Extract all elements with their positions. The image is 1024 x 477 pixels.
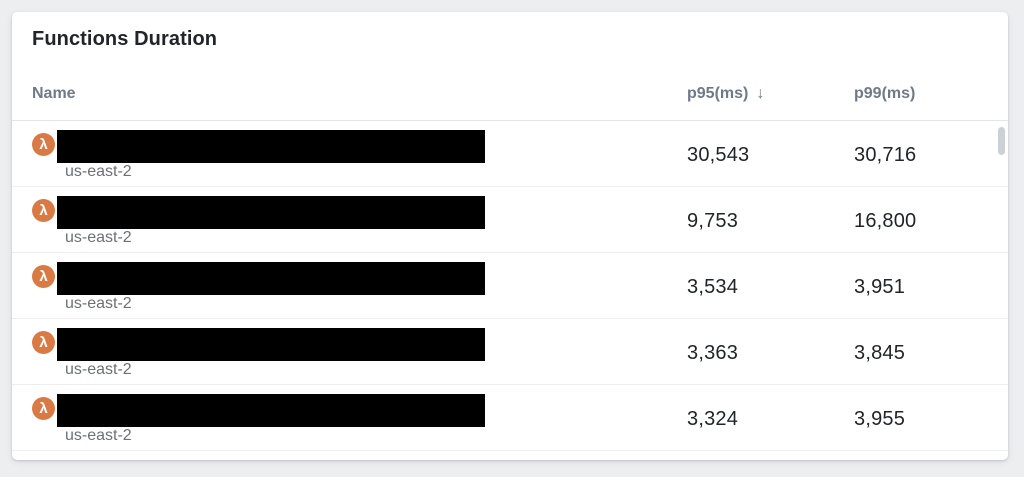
table-row[interactable]: λ us-east-2 30,543 30,716 xyxy=(12,121,1008,187)
redacted-function-name xyxy=(57,328,485,361)
lambda-glyph: λ xyxy=(39,268,48,285)
region-label: us-east-2 xyxy=(65,163,132,180)
column-header-p99-label: p99(ms) xyxy=(854,85,916,102)
table-body: λ us-east-2 30,543 30,716 λ us-east-2 9,… xyxy=(12,121,1008,454)
table-row[interactable]: λ us-east-2 3,363 3,845 xyxy=(12,319,1008,385)
table-row[interactable]: λ us-east-2 9,753 16,800 xyxy=(12,187,1008,253)
lambda-glyph: λ xyxy=(39,334,48,351)
column-header-p99[interactable]: p99(ms) xyxy=(854,85,1008,103)
function-name-cell: λ us-east-2 xyxy=(32,187,687,252)
p99-value: 3,955 xyxy=(854,407,906,430)
p99-value: 16,800 xyxy=(854,209,917,232)
lambda-icon: λ xyxy=(32,199,55,222)
lambda-icon: λ xyxy=(32,331,55,354)
table-row[interactable]: λ us-east-2 3,324 3,955 xyxy=(12,385,1008,451)
lambda-glyph: λ xyxy=(39,400,48,417)
function-name-cell: λ us-east-2 xyxy=(32,253,687,318)
p99-value: 3,845 xyxy=(854,341,906,364)
p95-value: 30,543 xyxy=(687,143,750,166)
p99-value: 30,716 xyxy=(854,143,917,166)
region-label: us-east-2 xyxy=(65,361,132,378)
lambda-glyph: λ xyxy=(39,202,48,219)
redacted-function-name xyxy=(57,130,485,163)
region-label: us-east-2 xyxy=(65,295,132,312)
p99-value: 3,951 xyxy=(854,275,906,298)
column-header-p95-label: p95(ms) xyxy=(687,85,749,102)
lambda-icon: λ xyxy=(32,397,55,420)
sort-desc-arrow-icon[interactable]: ↓ xyxy=(756,85,765,102)
header-divider xyxy=(12,120,1008,121)
column-header-name-label: Name xyxy=(32,85,76,102)
p95-value: 9,753 xyxy=(687,209,739,232)
p95-value: 3,363 xyxy=(687,341,739,364)
redacted-function-name xyxy=(57,394,485,427)
redacted-function-name xyxy=(57,262,485,295)
column-header-name[interactable]: Name xyxy=(32,85,687,103)
lambda-icon: λ xyxy=(32,133,55,156)
region-label: us-east-2 xyxy=(65,427,132,444)
functions-duration-widget: Functions Duration Name p95(ms) ↓ p99(ms… xyxy=(12,12,1008,460)
p95-value: 3,534 xyxy=(687,275,739,298)
function-name-cell: λ us-east-2 xyxy=(32,319,687,384)
column-header-p95[interactable]: p95(ms) ↓ xyxy=(687,85,854,103)
region-label: us-east-2 xyxy=(65,229,132,246)
function-name-cell: λ us-east-2 xyxy=(32,121,687,186)
table-row[interactable]: λ us-east-2 3,534 3,951 xyxy=(12,253,1008,319)
lambda-glyph: λ xyxy=(39,136,48,153)
function-name-cell: λ us-east-2 xyxy=(32,385,687,450)
lambda-icon: λ xyxy=(32,265,55,288)
p95-value: 3,324 xyxy=(687,407,739,430)
widget-title: Functions Duration xyxy=(32,28,218,50)
redacted-function-name xyxy=(57,196,485,229)
vertical-scrollbar-thumb[interactable] xyxy=(998,127,1005,155)
table-header: Name p95(ms) ↓ p99(ms) xyxy=(12,85,1008,103)
